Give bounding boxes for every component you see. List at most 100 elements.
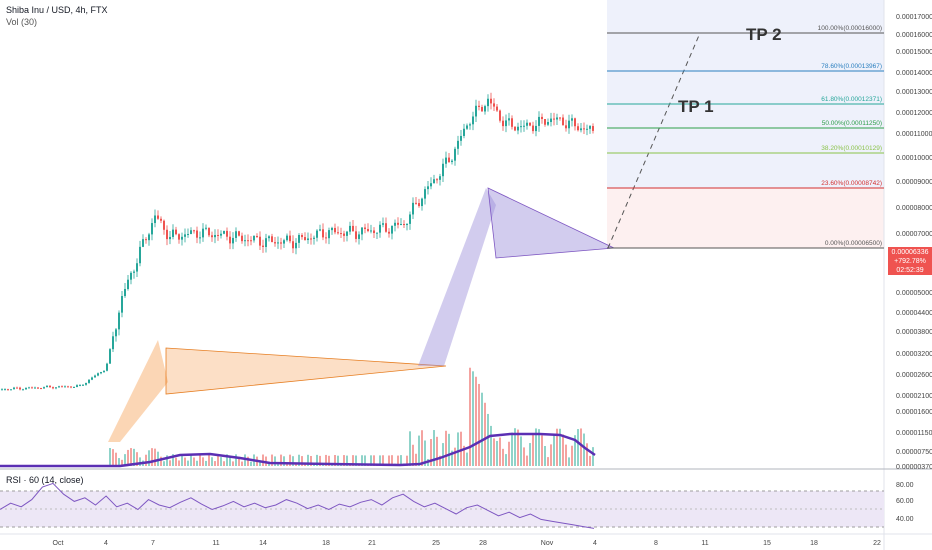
fib-level-label: 78.60%(0.00013967) bbox=[821, 63, 882, 70]
candle-body bbox=[583, 128, 585, 130]
volume-bar bbox=[169, 460, 171, 466]
volume-bar bbox=[130, 448, 132, 466]
candle-body bbox=[97, 373, 99, 376]
candle-body bbox=[82, 384, 84, 386]
candle-body bbox=[247, 240, 249, 242]
volume-bar bbox=[568, 457, 570, 466]
candle-body bbox=[508, 118, 510, 121]
price-tick-label: 0.00000370 bbox=[896, 464, 932, 471]
volume-bar bbox=[562, 434, 564, 466]
price-tick-label: 0.00004400 bbox=[896, 310, 932, 317]
fib-level-label: 23.60%(0.00008742) bbox=[821, 180, 882, 187]
fib-level-label: 38.20%(0.00010129) bbox=[821, 145, 882, 152]
candle-body bbox=[208, 227, 210, 236]
volume-bar bbox=[502, 448, 504, 466]
volume-bar bbox=[409, 431, 411, 466]
volume-bar bbox=[196, 460, 198, 466]
candle-body bbox=[58, 386, 60, 388]
candle-body bbox=[133, 271, 135, 273]
volume-bar bbox=[190, 454, 192, 466]
volume-bar bbox=[214, 461, 216, 466]
candle-body bbox=[475, 105, 477, 117]
volume-bar bbox=[448, 433, 450, 466]
tp2-label: TP 2 bbox=[746, 25, 782, 44]
rising-wedge-1 bbox=[108, 340, 168, 442]
candle-body bbox=[235, 231, 237, 238]
candle-body bbox=[271, 236, 273, 243]
candle-body bbox=[88, 379, 90, 383]
price-tick-label: 0.00000750 bbox=[896, 449, 932, 456]
candle-body bbox=[307, 238, 309, 241]
candle-body bbox=[370, 230, 372, 232]
candle-body bbox=[520, 126, 522, 128]
candle-body bbox=[199, 237, 201, 239]
rsi-legend[interactable]: RSI · 60 (14, close) bbox=[6, 475, 84, 485]
candle-body bbox=[124, 289, 126, 297]
volume-bar bbox=[211, 457, 213, 466]
volume-bar bbox=[499, 437, 501, 466]
candle-body bbox=[466, 125, 468, 129]
candle-body bbox=[28, 387, 30, 389]
candle-body bbox=[532, 125, 534, 132]
candle-body bbox=[217, 234, 219, 236]
volume-bar bbox=[163, 461, 165, 466]
candle-body bbox=[148, 234, 150, 241]
volume-bar bbox=[529, 443, 531, 466]
candle-body bbox=[463, 128, 465, 136]
volume-bar bbox=[583, 433, 585, 466]
candle-body bbox=[325, 237, 327, 239]
price-tick-label: 0.00013000 bbox=[896, 89, 932, 96]
price-change: +792.78% bbox=[894, 258, 926, 265]
candle-body bbox=[505, 120, 507, 127]
candle-body bbox=[121, 296, 123, 313]
fib-level-label: 100.00%(0.00016000) bbox=[818, 25, 882, 32]
time-tick-label: 15 bbox=[763, 540, 771, 547]
candle-body bbox=[445, 157, 447, 164]
candle-body bbox=[385, 223, 387, 232]
fib-zone-lower bbox=[607, 188, 884, 248]
volume-bar bbox=[457, 432, 459, 466]
candle-body bbox=[274, 242, 276, 244]
price-tick-label: 0.00001600 bbox=[896, 409, 932, 416]
candle-body bbox=[526, 122, 528, 126]
candle-body bbox=[409, 214, 411, 224]
volume-bar bbox=[592, 447, 594, 466]
volume-bar bbox=[172, 454, 174, 466]
volume-bar bbox=[247, 456, 249, 466]
candle-body bbox=[52, 387, 54, 389]
time-tick-label: 25 bbox=[432, 540, 440, 547]
volume-bar bbox=[511, 432, 513, 466]
volume-bar bbox=[547, 457, 549, 466]
candle-body bbox=[511, 118, 513, 127]
volume-bar bbox=[577, 429, 579, 466]
candle-body bbox=[67, 386, 69, 388]
candle-body bbox=[517, 126, 519, 131]
volume-legend[interactable]: Vol (30) bbox=[6, 17, 38, 27]
volume-bar bbox=[259, 461, 261, 466]
volume-bar bbox=[559, 428, 561, 466]
volume-bar bbox=[436, 436, 438, 466]
candle-body bbox=[262, 245, 264, 247]
triangle bbox=[487, 187, 616, 259]
candle-body bbox=[286, 235, 288, 241]
volume-bar bbox=[208, 454, 210, 466]
volume-bar bbox=[433, 430, 435, 466]
candle-body bbox=[373, 230, 375, 234]
candle-body bbox=[49, 385, 51, 388]
candle-body bbox=[241, 235, 243, 242]
symbol-legend[interactable]: Shiba Inu / USD, 4h, FTX bbox=[6, 5, 108, 15]
volume-bar bbox=[181, 454, 183, 466]
candle-body bbox=[436, 179, 438, 181]
volume-bar bbox=[553, 434, 555, 466]
candle-body bbox=[535, 125, 537, 132]
candle-body bbox=[76, 385, 78, 387]
candle-body bbox=[430, 183, 432, 187]
candle-body bbox=[592, 126, 594, 131]
candle-body bbox=[268, 236, 270, 239]
candle-body bbox=[214, 234, 216, 238]
candle-body bbox=[166, 229, 168, 240]
volume-bar bbox=[523, 447, 525, 466]
candle-body bbox=[136, 263, 138, 272]
candle-body bbox=[73, 386, 75, 388]
